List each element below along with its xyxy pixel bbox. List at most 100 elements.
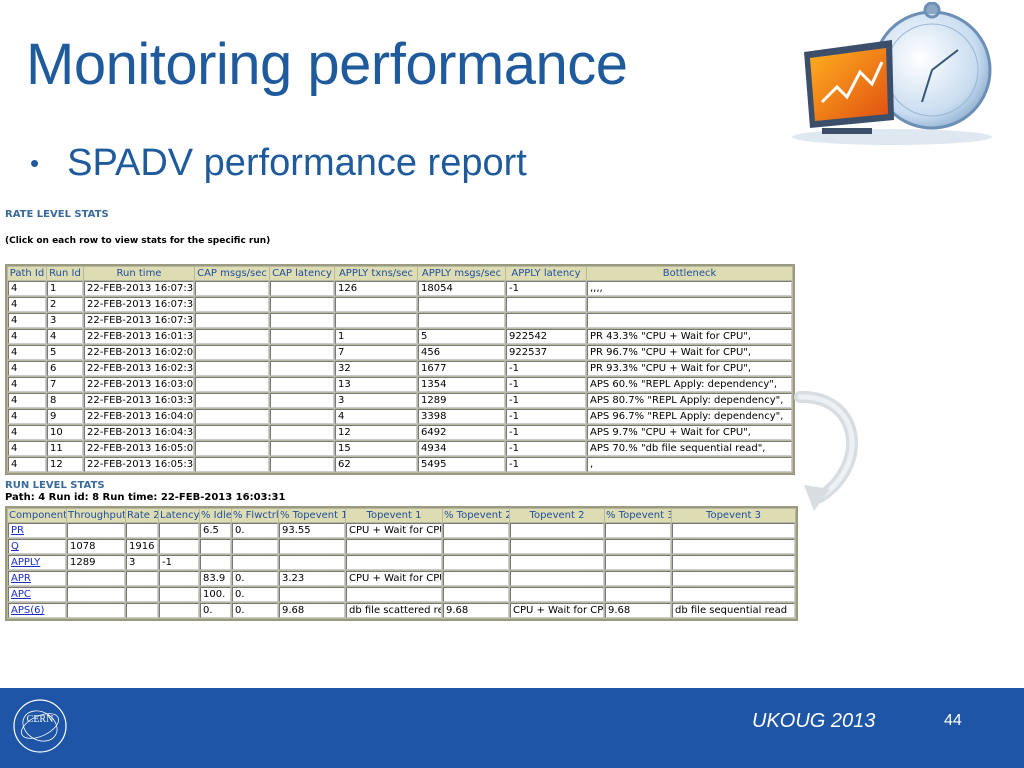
rate-table-cell: -1: [506, 457, 586, 472]
rate-table-cell: 22-FEB-2013 16:04:01: [84, 409, 194, 424]
rate-table-row[interactable]: 4 11 22-FEB-2013 16:05:02 15 4934 -1 APS 70.% …: [8, 441, 792, 456]
run-table-cell: [443, 539, 509, 554]
rate-table-cell: 4: [8, 393, 46, 408]
rate-table-cell: 3398: [418, 409, 505, 424]
rate-table-cell: [270, 409, 334, 424]
rate-table-cell: -1: [506, 409, 586, 424]
run-table-cell: [510, 523, 604, 538]
rate-table-cell: 22-FEB-2013 16:05:02: [84, 441, 194, 456]
rate-header-cell: APPLY msgs/sec: [418, 267, 505, 280]
run-table-cell: db file scattered read: [346, 603, 442, 618]
rate-table-cell: [195, 409, 269, 424]
rate-table-cell: 22-FEB-2013 16:05:33: [84, 457, 194, 472]
component-link[interactable]: APC: [11, 589, 31, 600]
run-header-cell: Rate 2: [126, 509, 158, 522]
rate-table-row[interactable]: 4 10 22-FEB-2013 16:04:32 12 6492 -1 APS 9.7% …: [8, 425, 792, 440]
rate-table-cell: 456: [418, 345, 505, 360]
run-table-cell: 83.9: [200, 571, 231, 586]
run-table-cell: Q: [8, 539, 66, 554]
run-table-cell: [346, 539, 442, 554]
footer-bar: CERN UKOUG 2013 44: [0, 688, 1024, 768]
run-table-cell: [346, 587, 442, 602]
run-table-cell: APC: [8, 587, 66, 602]
run-table-cell: 1289: [67, 555, 125, 570]
rate-stats-note: (Click on each row to view stats for the…: [5, 236, 271, 246]
component-link[interactable]: APPLY: [11, 557, 41, 568]
rate-table-cell: 22-FEB-2013 16:04:32: [84, 425, 194, 440]
rate-table-cell: 5: [418, 329, 505, 344]
rate-table-cell: 922537: [506, 345, 586, 360]
run-table-cell: 9.68: [279, 603, 345, 618]
rate-table-cell: 5: [47, 345, 83, 360]
run-table-cell: APPLY: [8, 555, 66, 570]
run-table-row: PR 6.5 0. 93.55 CPU + Wait for CPU: [8, 523, 795, 538]
run-table-row: APC 100. 0.: [8, 587, 795, 602]
run-stats-subtitle: Path: 4 Run id: 8 Run time: 22-FEB-2013 …: [5, 492, 286, 503]
rate-table-cell: [195, 329, 269, 344]
rate-table-cell: 7: [47, 377, 83, 392]
run-stats-title: RUN LEVEL STATS: [5, 480, 105, 491]
rate-table-cell: 22-FEB-2013 16:07:38: [84, 281, 194, 296]
component-link[interactable]: Q: [11, 541, 19, 552]
rate-table-cell: 4: [8, 345, 46, 360]
run-header-cell: % Idle: [200, 509, 231, 522]
rate-table-cell: PR 93.3% "CPU + Wait for CPU",: [587, 361, 792, 376]
rate-table-cell: 2: [47, 297, 83, 312]
rate-header-cell: APPLY txns/sec: [335, 267, 417, 280]
rate-table-cell: [270, 393, 334, 408]
component-link[interactable]: APR: [11, 573, 31, 584]
rate-table-cell: [195, 281, 269, 296]
component-link[interactable]: PR: [11, 525, 24, 536]
run-table-cell: CPU + Wait for CPU: [346, 523, 442, 538]
run-table-cell: [672, 587, 795, 602]
rate-table-cell: -1: [506, 441, 586, 456]
rate-table-cell: 4: [8, 313, 46, 328]
rate-table-cell: 4: [8, 377, 46, 392]
rate-table-row[interactable]: 4 1 22-FEB-2013 16:07:38 126 18054 -1,,,,: [8, 281, 792, 296]
run-table-cell: [159, 587, 199, 602]
run-table-cell: 0.: [232, 587, 278, 602]
rate-table-cell: [195, 361, 269, 376]
rate-table-cell: 10: [47, 425, 83, 440]
rate-table-cell: [270, 345, 334, 360]
run-table-cell: 0.: [232, 523, 278, 538]
rate-table-cell: ,,,,: [587, 281, 792, 296]
rate-table-row[interactable]: 4 12 22-FEB-2013 16:05:33 62 5495 -1,: [8, 457, 792, 472]
run-table-cell: [443, 555, 509, 570]
rate-table-cell: 4: [8, 457, 46, 472]
run-table-cell: 6.5: [200, 523, 231, 538]
rate-table-cell: [418, 297, 505, 312]
component-link[interactable]: APS(6): [11, 605, 45, 616]
rate-table-cell: PR 96.7% "CPU + Wait for CPU",: [587, 345, 792, 360]
rate-table-row[interactable]: 4 7 22-FEB-2013 16:03:00 13 1354 -1 APS 60.% "…: [8, 377, 792, 392]
rate-table-row[interactable]: 4 5 22-FEB-2013 16:02:00 7 456 922537 PR 96.7%…: [8, 345, 792, 360]
rate-table-row[interactable]: 4 3 22-FEB-2013 16:07:38: [8, 313, 792, 328]
run-table-cell: [232, 539, 278, 554]
run-table-cell: [159, 539, 199, 554]
run-table-cell: [159, 523, 199, 538]
run-table-cell: [605, 523, 671, 538]
run-table-cell: 9.68: [605, 603, 671, 618]
run-header-cell: % Topevent 3: [605, 509, 671, 522]
run-table-cell: 1916: [126, 539, 158, 554]
run-table-cell: [672, 555, 795, 570]
rate-table-cell: [270, 441, 334, 456]
rate-table-cell: 22-FEB-2013 16:02:00: [84, 345, 194, 360]
run-table-cell: CPU + Wait for CPU: [346, 571, 442, 586]
run-header-cell: Latency: [159, 509, 199, 522]
rate-table-row[interactable]: 4 8 22-FEB-2013 16:03:31 3 1289 -1 APS 80.7% "…: [8, 393, 792, 408]
rate-table-row[interactable]: 4 2 22-FEB-2013 16:07:38: [8, 297, 792, 312]
run-table-cell: [67, 571, 125, 586]
rate-table-cell: 3: [335, 393, 417, 408]
rate-table-cell: [587, 297, 792, 312]
rate-header-cell: CAP latency: [270, 267, 334, 280]
rate-table-row[interactable]: 4 6 22-FEB-2013 16:02:30 32 1677 -1 PR 93.3% "…: [8, 361, 792, 376]
rate-table-row[interactable]: 4 9 22-FEB-2013 16:04:01 4 3398 -1 APS 96.7% "…: [8, 409, 792, 424]
run-table-cell: 0.: [200, 603, 231, 618]
rate-table-cell: ,: [587, 457, 792, 472]
rate-table-cell: 12: [335, 425, 417, 440]
rate-table-cell: [195, 345, 269, 360]
rate-table-row[interactable]: 4 4 22-FEB-2013 16:01:30 1 5 922542 PR 43.3% "…: [8, 329, 792, 344]
rate-table-cell: 18054: [418, 281, 505, 296]
run-table-row: APR 83.9 0. 3.23 CPU + Wait for CPU: [8, 571, 795, 586]
